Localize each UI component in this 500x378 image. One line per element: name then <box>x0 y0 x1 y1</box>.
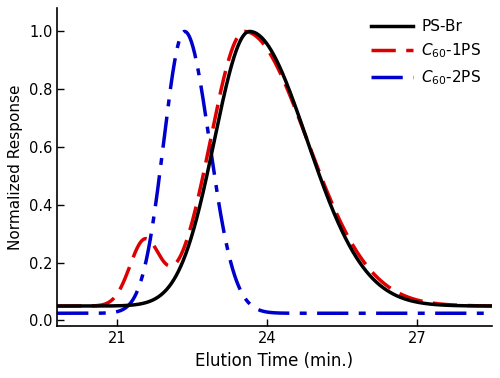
X-axis label: Elution Time (min.): Elution Time (min.) <box>196 352 354 370</box>
Y-axis label: Normalized Response: Normalized Response <box>8 85 24 250</box>
Legend: PS-Br, $C_{60}$-1PS, $C_{60}$-2PS: PS-Br, $C_{60}$-1PS, $C_{60}$-2PS <box>364 13 487 93</box>
